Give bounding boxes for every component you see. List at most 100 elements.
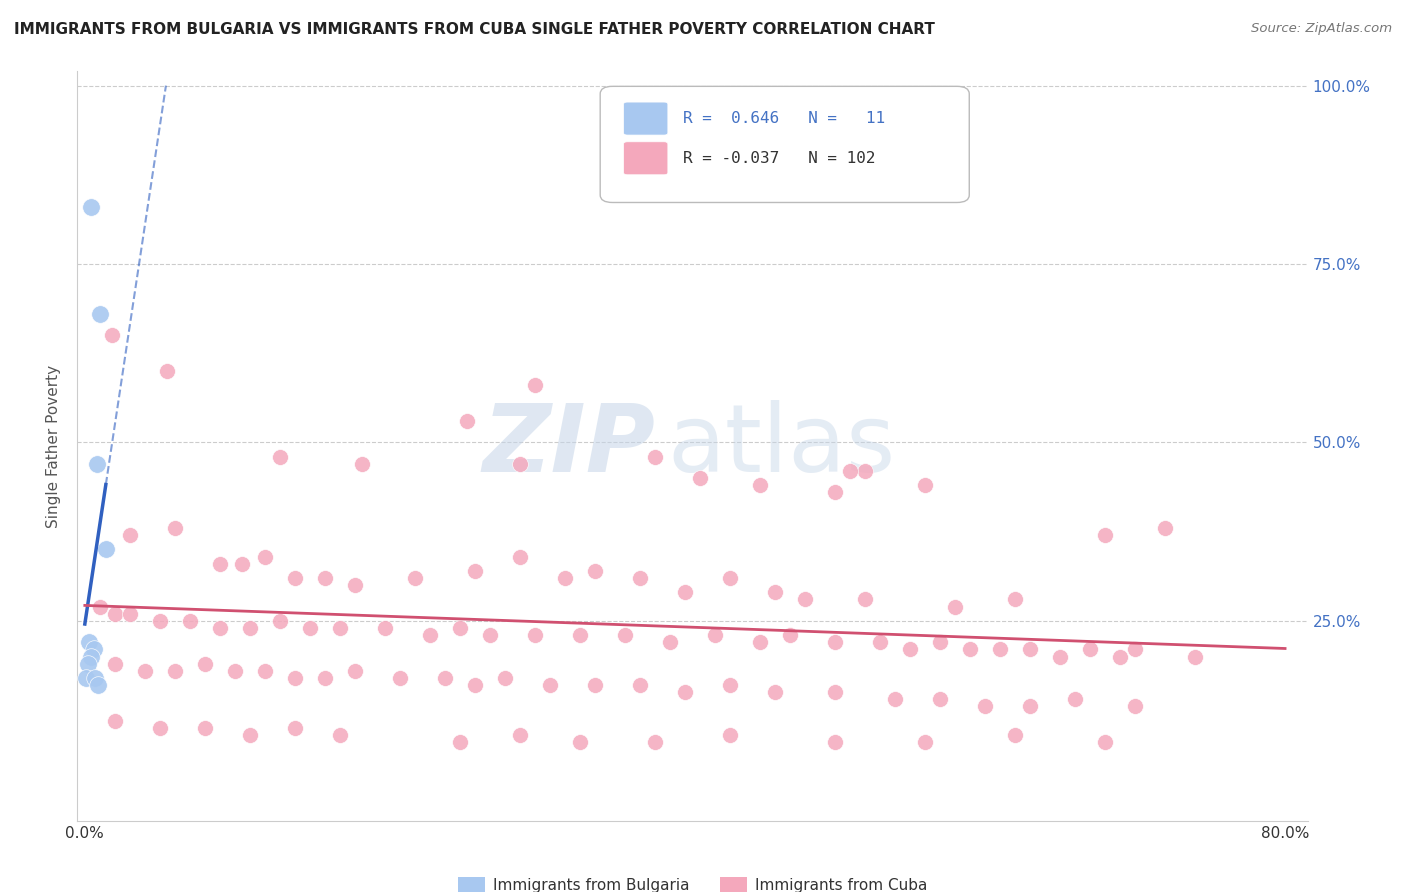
Point [80,200,103,214]
Point [76,657,98,671]
Point [118,528,141,542]
Point [673,685,696,699]
Point [269,614,291,628]
Point [943,599,966,614]
Point [104,657,127,671]
Point [314,571,336,585]
Point [89,307,111,321]
Point [239,621,262,635]
Point [352,457,374,471]
Point [449,735,471,749]
Point [79,635,101,649]
Point [929,635,952,649]
Point [84,671,107,685]
Point [298,621,321,635]
Point [554,571,576,585]
Point [898,642,921,657]
Point [1123,699,1146,714]
Point [101,328,124,343]
Point [884,692,907,706]
Point [269,450,291,464]
Point [83,642,105,657]
Point [628,571,651,585]
Point [478,628,501,642]
Point [613,628,636,642]
Point [568,628,591,642]
Point [449,621,471,635]
Point [118,607,141,621]
Point [824,635,846,649]
Text: Source: ZipAtlas.com: Source: ZipAtlas.com [1251,22,1392,36]
Point [763,585,786,599]
Point [156,364,179,378]
Point [194,721,217,735]
Point [628,678,651,692]
Text: atlas: atlas [668,400,896,492]
Point [284,571,307,585]
Point [89,599,111,614]
Point [718,728,741,742]
Point [149,721,172,735]
Point [509,457,531,471]
Point [1004,728,1026,742]
FancyBboxPatch shape [624,142,668,175]
Point [658,635,681,649]
Text: IMMIGRANTS FROM BULGARIA VS IMMIGRANTS FROM CUBA SINGLE FATHER POVERTY CORRELATI: IMMIGRANTS FROM BULGARIA VS IMMIGRANTS F… [14,22,935,37]
Point [824,685,846,699]
Point [914,478,936,492]
Point [509,549,531,564]
Point [779,628,801,642]
Point [1049,649,1071,664]
Point [208,557,231,571]
Point [329,728,352,742]
Point [644,450,666,464]
Point [718,571,741,585]
Point [239,728,262,742]
Point [494,671,516,685]
Point [224,664,246,678]
Point [284,721,307,735]
Point [763,685,786,699]
Point [1123,642,1146,657]
Point [284,671,307,685]
Point [853,464,876,478]
Point [673,585,696,599]
Point [1019,642,1042,657]
Point [853,592,876,607]
Point [1184,649,1206,664]
Point [75,671,97,685]
Point [583,564,606,578]
Point [1094,528,1116,542]
Point [404,571,426,585]
Point [1154,521,1177,535]
Point [80,649,103,664]
Point [104,714,127,728]
Point [749,635,772,649]
Text: R =  0.646   N =   11: R = 0.646 N = 11 [683,112,884,126]
Point [433,671,456,685]
Point [163,664,186,678]
Point [456,414,478,428]
Point [1109,649,1132,664]
Point [94,542,117,557]
Point [974,699,997,714]
Point [794,592,817,607]
Point [464,678,486,692]
Point [86,457,108,471]
Point [644,735,666,749]
Point [253,664,276,678]
Point [1004,592,1026,607]
Point [314,671,336,685]
Text: ZIP: ZIP [482,400,655,492]
Point [824,735,846,749]
FancyBboxPatch shape [600,87,969,202]
Point [869,635,891,649]
Point [523,378,546,392]
Point [523,628,546,642]
Point [749,478,772,492]
Point [988,642,1011,657]
Point [1064,692,1087,706]
Point [329,621,352,635]
Point [583,678,606,692]
Point [704,628,727,642]
